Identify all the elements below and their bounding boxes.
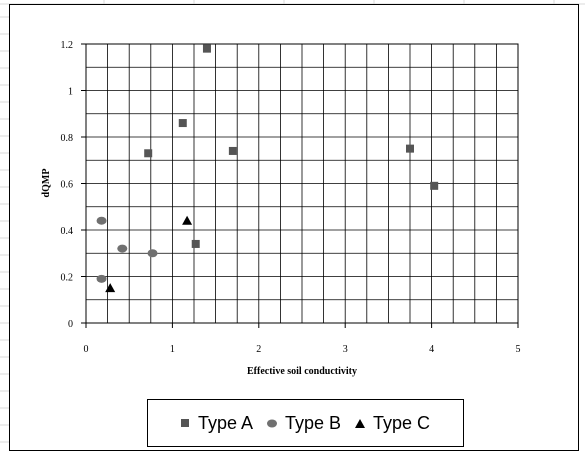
- x-tick-label: 4: [429, 344, 434, 355]
- x-tick-label: 2: [256, 344, 261, 355]
- circle-marker-icon: [266, 419, 277, 427]
- y-tick-label: 1.2: [61, 40, 74, 51]
- data-points: [96, 44, 439, 293]
- point-circle-1: [96, 274, 107, 283]
- y-tick-label: 0.2: [61, 273, 74, 284]
- point-square-0: [178, 119, 187, 128]
- triangle-marker-icon: [355, 418, 366, 428]
- point-circle-1: [147, 249, 158, 258]
- x-tick-label: 1: [170, 344, 175, 355]
- point-square-0: [202, 44, 211, 53]
- x-tick-label: 5: [516, 344, 521, 355]
- x-axis-title: Effective soil conductivity: [247, 366, 357, 377]
- point-square-0: [144, 149, 153, 158]
- legend-item-type-b: Type B: [266, 412, 342, 434]
- y-axis-title: dQMP: [41, 169, 52, 198]
- legend[interactable]: Type A Type B Type C: [147, 399, 464, 447]
- point-square-0: [406, 144, 414, 153]
- legend-label-type-a: Type A: [197, 412, 253, 433]
- gridlines: [86, 44, 518, 323]
- legend-item-type-c: Type C: [355, 413, 430, 434]
- point-square-0: [228, 146, 237, 155]
- legend-item-type-a: Type A: [180, 412, 253, 434]
- y-tick-label: 0.6: [61, 180, 74, 191]
- x-tick-label: 3: [343, 344, 348, 355]
- point-square-0: [430, 181, 439, 190]
- square-marker-icon: [180, 418, 189, 427]
- legend-label-type-c: Type C: [373, 412, 431, 433]
- point-triangle-2: [182, 215, 193, 225]
- y-tick-label: 0.8: [61, 133, 74, 144]
- point-square-0: [191, 239, 200, 248]
- point-circle-1: [96, 216, 107, 225]
- y-tick-label: 0: [68, 319, 73, 330]
- point-circle-1: [117, 244, 128, 253]
- y-tick-label: 0.4: [61, 226, 74, 237]
- axis-ticks: 0 1 2 3 4 5 0 0.2 0.4 0.6 0.8 1 1.2: [61, 40, 521, 355]
- point-triangle-2: [105, 283, 116, 293]
- legend-label-type-b: Type B: [284, 412, 342, 433]
- y-tick-label: 1: [68, 87, 73, 98]
- x-tick-label: 0: [84, 344, 89, 355]
